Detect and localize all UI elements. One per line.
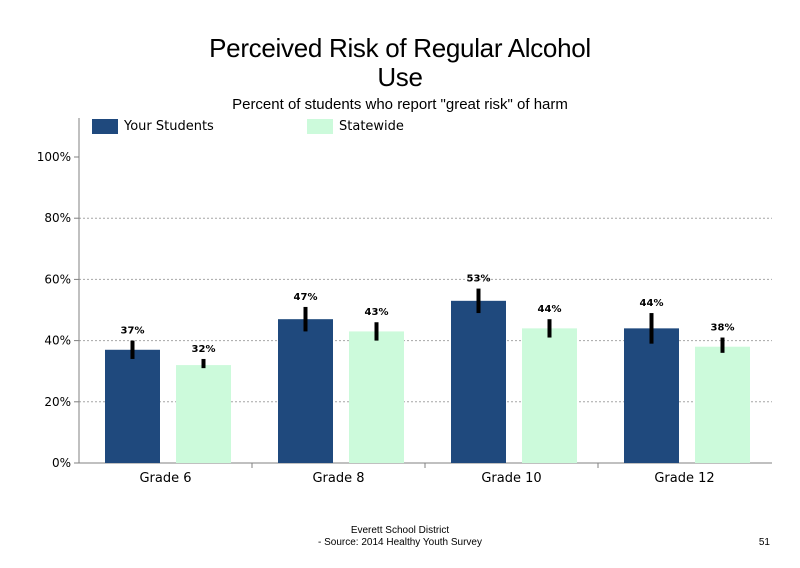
x-category-label: Grade 12 (654, 471, 714, 486)
x-category-label: Grade 8 (312, 471, 364, 486)
page-number: 51 (758, 537, 770, 548)
x-category-label: Grade 6 (139, 471, 191, 486)
data-label-your-students-1: 47% (294, 292, 318, 303)
bar-your-students-0 (105, 349, 160, 463)
footer-district: Everett School District (350, 525, 450, 536)
y-tick-label: 80% (44, 211, 71, 225)
data-label-your-students-0: 37% (121, 326, 145, 337)
y-tick-label: 100% (37, 150, 71, 164)
footer: Everett School District - Source: 2014 H… (250, 525, 550, 549)
legend-swatch-statewide (307, 119, 333, 134)
y-tick-label: 20% (44, 395, 71, 409)
bar-your-students-2 (451, 300, 506, 463)
legend-label-your-students: Your Students (124, 119, 214, 134)
data-label-statewide-3: 38% (711, 323, 735, 334)
data-label-your-students-3: 44% (640, 298, 664, 309)
y-tick-label: 40% (44, 334, 71, 348)
bar-your-students-1 (278, 319, 333, 463)
legend-item-statewide: Statewide (307, 118, 404, 135)
data-label-statewide-1: 43% (365, 307, 389, 318)
legend-swatch-your-students (92, 119, 118, 134)
bar-statewide-3 (695, 346, 750, 463)
y-tick-label: 60% (44, 272, 71, 286)
bar-your-students-3 (624, 328, 679, 463)
chart-title: Perceived Risk of Regular Alcohol Use (150, 34, 650, 92)
legend-item-your-students: Your Students (92, 118, 214, 135)
y-tick-label: 0% (52, 456, 71, 470)
footer-source: - Source: 2014 Healthy Youth Survey (318, 537, 482, 548)
data-label-statewide-0: 32% (192, 344, 216, 355)
chart-subtitle: Percent of students who report "great ri… (232, 96, 568, 113)
data-label-your-students-2: 53% (467, 274, 491, 285)
bar-statewide-2 (522, 328, 577, 463)
x-category-label: Grade 10 (481, 471, 541, 486)
data-label-statewide-2: 44% (538, 304, 562, 315)
chart-title-line-2: Use (377, 62, 423, 92)
bar-statewide-1 (349, 331, 404, 463)
bar-statewide-0 (176, 365, 231, 463)
chart-title-line-1: Perceived Risk of Regular Alcohol (209, 33, 591, 63)
legend-label-statewide: Statewide (339, 119, 404, 134)
